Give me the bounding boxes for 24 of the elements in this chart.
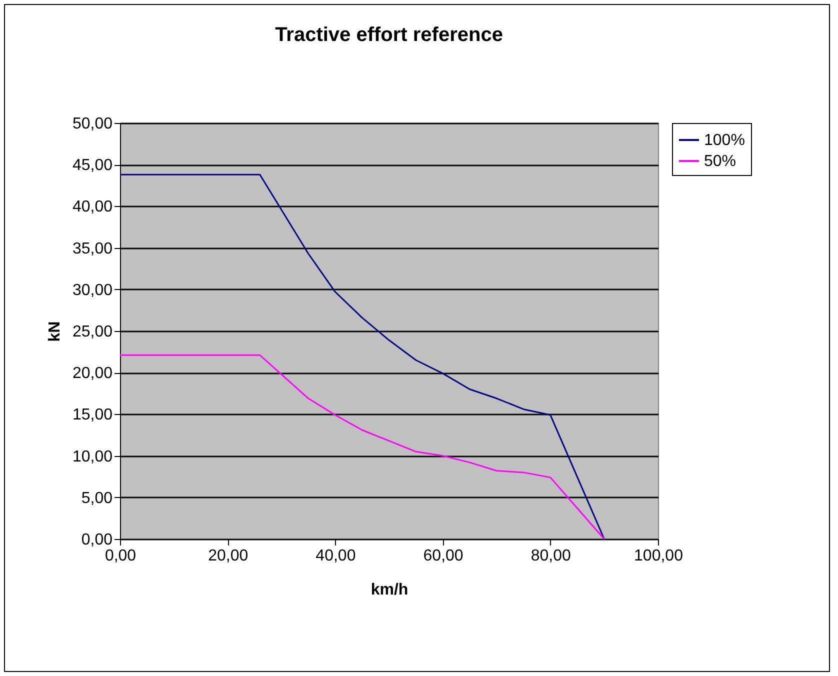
line-series bbox=[119, 354, 605, 540]
x-tick-label: 60,00 bbox=[423, 548, 464, 564]
x-tick-label: 0,00 bbox=[104, 548, 136, 564]
y-tick-label: 5,00 bbox=[81, 490, 113, 507]
y-tick-label: 0,00 bbox=[81, 532, 113, 548]
y-tick-label: 25,00 bbox=[72, 324, 113, 340]
y-tick-label: 10,00 bbox=[72, 448, 113, 466]
y-tick-label: 20,00 bbox=[72, 365, 113, 382]
x-tick-label: 100,00 bbox=[634, 548, 684, 564]
x-tick-label: 20,00 bbox=[208, 548, 248, 564]
legend-label: 100% bbox=[704, 132, 745, 149]
chart-title: Tractive effort reference bbox=[275, 24, 503, 46]
line-series bbox=[119, 174, 605, 540]
x-tick-label: 40,00 bbox=[316, 548, 356, 564]
y-tick-label: 30,00 bbox=[72, 282, 113, 299]
y-tick-label: 35,00 bbox=[72, 240, 113, 258]
x-tick-label: 80,00 bbox=[530, 548, 572, 564]
x-axis-title: km/h bbox=[370, 582, 408, 598]
legend-label: 50% bbox=[704, 153, 736, 170]
y-tick-label: 40,00 bbox=[72, 198, 113, 216]
y-tick-label: 15,00 bbox=[72, 406, 113, 424]
y-tick-label: 50,00 bbox=[72, 116, 113, 132]
y-tick-label: 45,00 bbox=[72, 157, 113, 174]
y-axis-title: kN bbox=[46, 321, 64, 342]
